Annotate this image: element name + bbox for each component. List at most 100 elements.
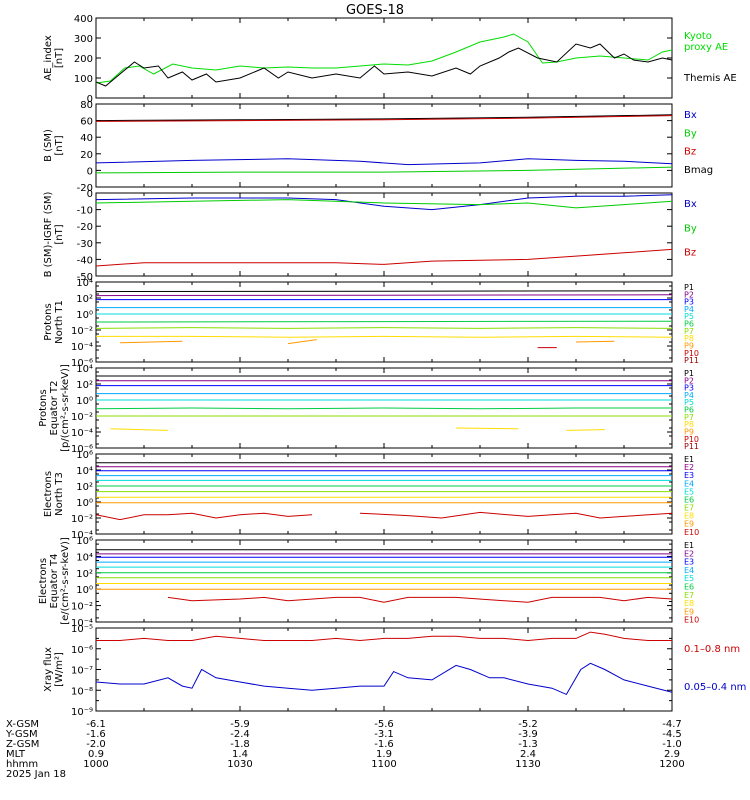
legend-entry: P2 [684,290,694,299]
series-line-2 [96,158,672,166]
x-tick-value: 1.4 [232,749,248,760]
x-tick-value: -4.7 [662,719,682,730]
x-tick-value: -3.1 [374,729,394,740]
y-tick-label: 20 [80,150,93,161]
legend-entry: E2 [684,549,694,558]
plot-title: GOES-18 [346,3,404,18]
series-line-7 [110,428,169,431]
x-row-label: Y-GSM [5,729,38,740]
y-tick-label: 60 [80,117,93,128]
x-tick-value: 1030 [227,759,252,770]
y-tick-label: 100 [74,74,93,85]
legend-entry: P3 [684,298,694,307]
y-tick-label: 10⁴ [76,552,93,563]
series-line-1 [96,115,672,122]
x-tick-value: 1.9 [376,749,392,760]
legend-entry: E1 [684,541,694,550]
series-line-0 [96,33,672,84]
legend-entry: Themis AE [683,73,737,84]
x-tick-value: 1000 [83,759,108,770]
y-tick-label: 10⁻⁴ [71,342,93,353]
x-tick-value: 1130 [515,759,540,770]
y-tick-label: 10² [76,294,93,305]
x-tick-value: -1.8 [230,739,250,750]
legend-entry: E8 [684,599,694,608]
y-tick-label: 10⁻⁸ [71,686,93,697]
y-tick-label: 10⁻² [71,514,93,525]
y-tick-label: 10⁴ [76,278,93,289]
y-tick-label: 10⁻² [71,326,93,337]
y-tick-label: 10⁰ [76,498,93,509]
legend-entry: By [684,223,697,234]
y-tick-label: 10⁻⁶ [71,358,93,369]
series-group [96,462,672,521]
y-tick-label: 80 [80,100,93,111]
y-axis-label: Electrons [38,558,49,604]
series-group [96,549,672,603]
series-line-1 [96,662,672,696]
legend-entry: By [684,128,697,139]
series-line-0 [96,114,672,122]
legend-entry: Bz [684,147,696,158]
y-axis-label: Equator T4 [49,554,60,609]
y-axis-label: North T3 [54,472,65,516]
series-group [96,114,672,174]
legend-entry: P1 [684,369,694,378]
y-tick-label: 10⁻⁶ [71,645,93,656]
x-tick-value: 1100 [371,759,396,770]
x-tick-value: -2.0 [86,739,106,750]
y-tick-label: 10⁻⁹ [71,707,93,718]
x-row-label: X-GSM [6,719,39,730]
series-line-8 [119,340,183,344]
y-tick-label: 10⁻⁵ [71,624,93,635]
legend-entry: E2 [684,463,694,472]
y-tick-label: 10⁻⁴ [71,428,93,439]
y-axis-label: Electrons [43,471,54,517]
y-tick-label: 0 [87,189,93,200]
legend-entry: P8 [684,334,694,343]
y-tick-label: 10⁻⁷ [71,666,93,677]
y-tick-label: -20 [77,222,93,233]
legend-entry: P4 [684,305,694,314]
y-axis-label: B (SM)-IGRF (SM) [43,192,54,278]
series-line-8 [287,339,317,345]
legend-entry: P7 [684,413,694,422]
legend-entry: P6 [684,406,694,415]
x-tick-value: -5.9 [230,719,250,730]
x-tick-value: -1.6 [86,729,106,740]
legend-entry: E10 [684,616,699,625]
series-group [96,290,672,349]
y-tick-label: 200 [74,54,93,65]
x-row-label: 2025 Jan 18 [6,769,66,780]
legend-entry: Bx [684,199,697,210]
panel-bigrf: -50 -40 -30 -20 -10 0 B (SM)-IGRF (SM) [nT] Bx By… [43,189,697,283]
panel-frame [95,17,673,99]
legend-entry: P3 [684,384,694,393]
legend-entry: E9 [684,520,694,529]
legend-entry: P5 [684,312,694,321]
legend-entry: E6 [684,582,694,591]
panel-p1: 10⁻⁶ 10⁻⁴ 10⁻² 10⁰ 10² 10⁴ Protons North T1 P1P2… [43,278,699,369]
x-tick-value: -5.2 [518,719,538,730]
y-axis-label: [e/(cm²-s-sr-keV)] [60,537,71,625]
legend-entry: 0.05–0.4 nm [684,682,746,693]
y-tick-label: 0 [87,166,93,177]
legend-entry: P11 [684,356,699,365]
y-axis-label: [p/(cm²-s-sr-keV)] [60,364,71,452]
y-tick-label: 10⁻² [71,412,93,423]
y-tick-label: -30 [77,239,93,250]
legend-entry: Bmag [684,165,713,176]
legend-entry: P10 [684,435,699,444]
legend-entry: E10 [684,528,699,537]
y-tick-label: 10⁻⁴ [71,618,93,629]
legend-entry: P2 [684,376,694,385]
series-group [96,375,672,431]
series-line-0 [96,631,672,642]
y-axis-label: [nT] [54,48,65,68]
x-tick-value: 2.9 [664,749,680,760]
y-tick-label: -10 [77,206,93,217]
legend-entry: P10 [684,349,699,358]
